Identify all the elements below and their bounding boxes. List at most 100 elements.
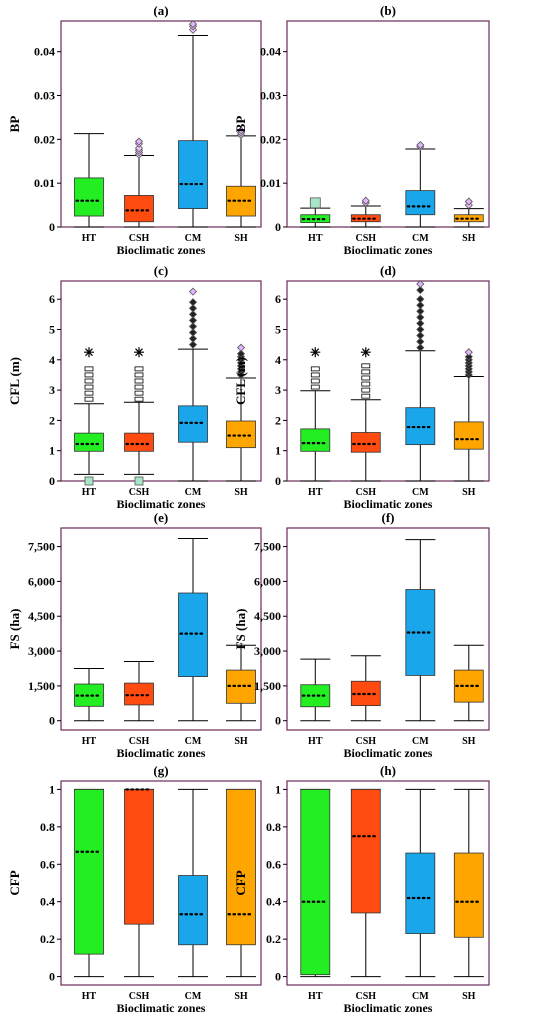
box-csh — [124, 347, 154, 486]
box-iqr — [405, 407, 436, 446]
y-tick-label: 6 — [49, 292, 55, 306]
y-tick-label: 0.6 — [40, 857, 55, 871]
y-tick-label: 4,500 — [254, 609, 281, 623]
y-tick-label: 0 — [275, 714, 281, 728]
category-label: CSH — [129, 991, 150, 1002]
panel-label: (e) — [154, 510, 168, 525]
outlier-point — [134, 372, 144, 378]
outlier-star — [134, 347, 144, 358]
outlier-point — [188, 298, 198, 307]
outlier-point — [134, 390, 144, 396]
y-axis-title: CFL (m) — [233, 357, 248, 405]
box-ht — [74, 347, 104, 486]
box-sh — [226, 343, 256, 482]
outlier-point — [188, 340, 198, 349]
category-label: HT — [308, 991, 323, 1002]
box-iqr — [74, 789, 104, 955]
box-ht — [74, 667, 104, 722]
category-label: HT — [82, 991, 97, 1002]
box-sh — [453, 197, 484, 228]
box-csh — [350, 196, 381, 228]
y-tick-label: 0.04 — [260, 45, 281, 59]
y-tick-label: 3,000 — [28, 644, 55, 658]
outlier-point — [188, 304, 198, 313]
y-tick-label: 4 — [49, 353, 55, 367]
outlier-point — [134, 384, 144, 390]
category-label: CM — [185, 487, 202, 498]
outlier-point — [134, 396, 144, 402]
x-axis-title: Bioclimatic zones — [344, 243, 433, 257]
outlier-point — [309, 197, 321, 209]
y-tick-label: 0.02 — [260, 132, 281, 146]
y-tick-label: 4,500 — [28, 609, 55, 623]
box-csh — [124, 788, 154, 978]
y-tick-label: 1,500 — [254, 679, 281, 693]
box-cm — [405, 788, 436, 978]
y-tick-label: 0.6 — [266, 857, 281, 871]
box-csh — [124, 137, 154, 228]
box-iqr — [300, 428, 331, 452]
outlier-point — [188, 316, 198, 325]
box-sh — [453, 644, 484, 722]
outlier-point — [84, 476, 94, 486]
y-axis-title: CFP — [7, 870, 22, 895]
outlier-point — [416, 140, 425, 150]
category-label: HT — [308, 233, 323, 244]
outlier-point — [416, 343, 425, 352]
x-axis-title: Bioclimatic zones — [344, 497, 433, 511]
y-tick-label: 0 — [275, 220, 281, 234]
panel-a: (a) 0 0.01 0.02 0.03 0.04 BP HT CSH CM SH Bioclimat… — [7, 3, 262, 257]
outlier-point — [361, 393, 371, 399]
box-csh — [350, 655, 381, 722]
category-label: CM — [185, 233, 202, 244]
outlier-point — [310, 372, 320, 378]
y-tick-label: 0 — [49, 714, 55, 728]
category-label: SH — [234, 736, 248, 747]
outlier-point — [188, 328, 198, 337]
y-axis-title: BP — [7, 116, 22, 133]
box-iqr — [74, 177, 104, 217]
box-ht — [300, 658, 331, 722]
category-label: HT — [82, 233, 97, 244]
box-cm — [405, 140, 436, 228]
outlier-point — [188, 322, 198, 331]
outlier-point — [84, 384, 94, 390]
box-sh — [226, 644, 256, 722]
x-axis-title: Bioclimatic zones — [117, 497, 206, 511]
panel-c: (c) 0 1 2 3 4 5 6 CFL (m) HT CSH CM SH Bioclimatic zo… — [7, 263, 262, 511]
box-iqr — [178, 875, 208, 946]
outlier-point — [416, 313, 425, 322]
category-label: HT — [82, 736, 97, 747]
box-cm — [405, 539, 436, 722]
box-ht — [300, 347, 331, 482]
y-axis-title: FS (ha) — [7, 609, 22, 650]
outlier-point — [134, 137, 144, 146]
category-label: HT — [82, 487, 97, 498]
outlier-point — [416, 325, 425, 334]
y-tick-label: 1 — [275, 782, 281, 796]
box-iqr — [226, 789, 256, 946]
outlier-point — [416, 286, 425, 295]
box-iqr — [226, 420, 256, 449]
y-axis-title: FS (ha) — [233, 609, 248, 650]
outlier-point — [310, 384, 320, 390]
y-tick-label: 1 — [275, 444, 281, 458]
panel-e: (e) 0 1,500 3,000 4,500 6,000 7,500 FS (ha) HT CS… — [7, 510, 262, 760]
box-ht — [74, 788, 104, 978]
y-tick-label: 0 — [275, 474, 281, 488]
outlier-star — [360, 347, 371, 358]
category-label: CSH — [129, 487, 150, 498]
category-label: SH — [234, 487, 248, 498]
category-label: HT — [308, 487, 323, 498]
box-iqr — [178, 405, 208, 443]
y-tick-label: 1 — [49, 444, 55, 458]
panel-label: (h) — [380, 763, 396, 778]
outlier-point — [84, 378, 94, 384]
outlier-point — [416, 331, 425, 340]
y-tick-label: 5 — [49, 322, 55, 336]
box-ht — [300, 197, 331, 228]
y-tick-label: 2 — [275, 413, 281, 427]
y-tick-label: 5 — [275, 322, 281, 336]
box-iqr — [350, 789, 381, 914]
